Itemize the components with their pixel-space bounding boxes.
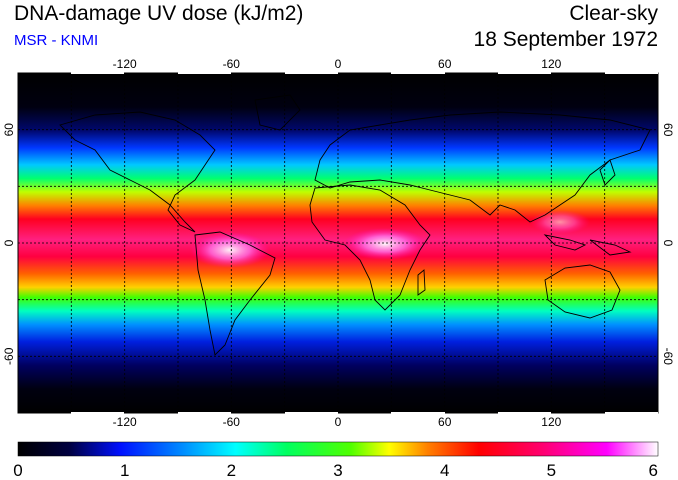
colorbar-label-0: 0 (13, 461, 22, 480)
colorbar-label-1: 1 (120, 461, 129, 480)
lon-label-top-4: 120 (541, 57, 561, 71)
sky-condition: Clear-sky (569, 2, 658, 25)
lat-label-right-0: 60 (661, 123, 675, 137)
source-label: MSR - KNMI (14, 32, 99, 49)
map-date: 18 September 1972 (473, 28, 658, 51)
lon-label-bottom-3: 60 (438, 415, 452, 429)
uv-hotspots (190, 210, 590, 268)
lon-labels-top: -120 -60 0 60 120 (113, 57, 562, 71)
colorbar-labels: 0 1 2 3 4 5 6 (13, 461, 658, 480)
lat-labels-left: 60 0 -60 (2, 123, 16, 365)
colorbar-label-4: 4 (440, 461, 449, 480)
lat-label-right-1: 0 (661, 240, 675, 247)
lon-label-top-1: -60 (223, 57, 241, 71)
colorbar-label-5: 5 (547, 461, 556, 480)
colorbar-label-3: 3 (333, 461, 342, 480)
lon-labels-bottom: -120 -60 0 60 120 (113, 415, 562, 429)
lon-label-top-3: 60 (438, 57, 452, 71)
lon-label-bottom-1: -60 (223, 415, 241, 429)
colorbar (17, 441, 659, 457)
lat-labels-right: 60 0 -60 (661, 123, 675, 365)
lon-label-bottom-2: 0 (335, 415, 342, 429)
lat-label-left-0: 60 (2, 123, 16, 137)
lon-label-bottom-4: 120 (541, 415, 561, 429)
lat-label-right-2: -60 (661, 348, 675, 366)
lat-label-left-1: 0 (2, 239, 16, 246)
graticule (18, 73, 658, 413)
frame-ticks (71, 72, 658, 414)
colorbar-label-6: 6 (649, 461, 658, 480)
lon-label-top-2: 0 (335, 57, 342, 71)
lon-label-bottom-0: -120 (113, 415, 137, 429)
colorbar-label-2: 2 (227, 461, 236, 480)
lon-label-top-0: -120 (113, 57, 137, 71)
map-title: DNA-damage UV dose (kJ/m2) (14, 2, 304, 25)
lat-label-left-2: -60 (2, 347, 16, 365)
